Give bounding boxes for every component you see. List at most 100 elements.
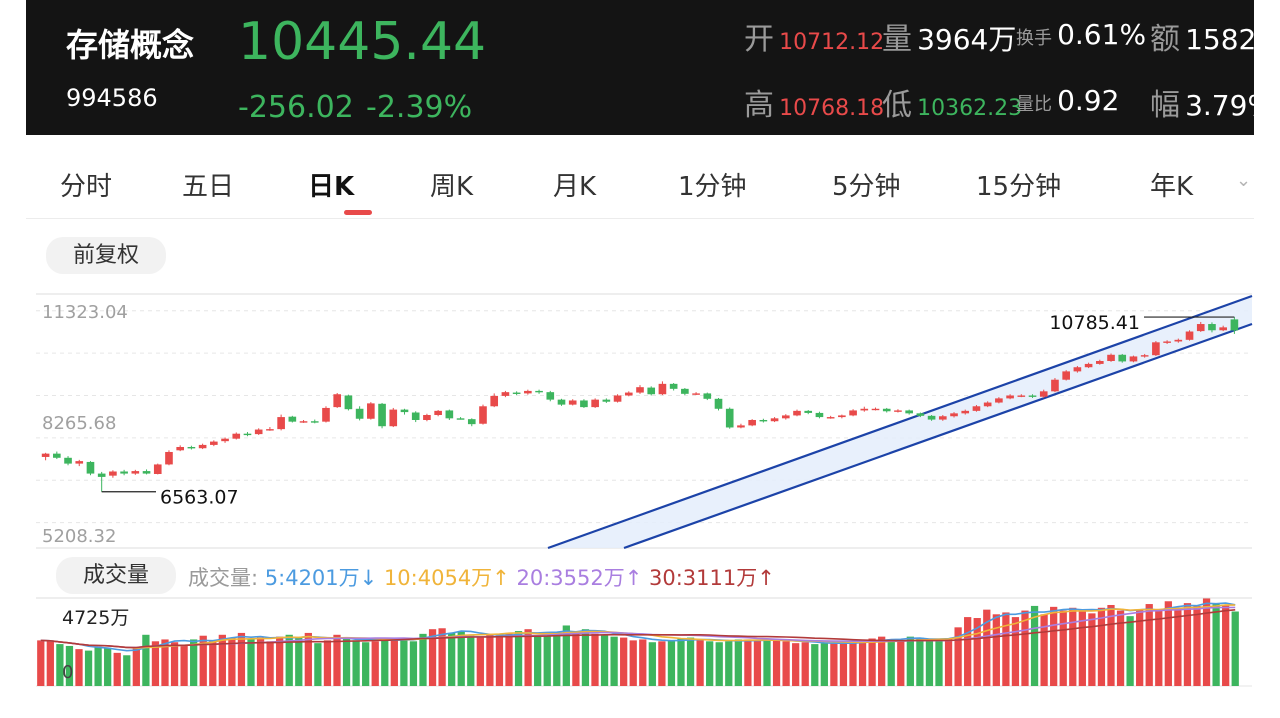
candle-body — [770, 418, 779, 422]
candle-body — [479, 406, 487, 424]
volume-bar — [696, 640, 704, 686]
volume-bar — [1145, 604, 1153, 686]
tab-monthly-k[interactable]: 月K — [553, 172, 597, 202]
volume-bar — [457, 631, 465, 686]
tab-daily-k[interactable]: 日K — [308, 172, 355, 202]
stat-volume: 量 3964万 — [882, 14, 1016, 58]
volume-bar — [505, 632, 513, 686]
open-label: 开 — [744, 22, 774, 57]
volume-bar — [983, 609, 991, 686]
candle-body — [905, 410, 913, 414]
volume-bar — [1088, 613, 1096, 686]
volume-bar — [256, 637, 265, 686]
volume-bar — [342, 637, 351, 686]
volume-bar — [209, 641, 217, 686]
stat-amount: 额 1582 — [1150, 14, 1254, 58]
volume-bar — [218, 634, 226, 686]
candle-body — [1118, 354, 1127, 362]
candle-body — [669, 383, 678, 389]
tab-intraday[interactable]: 分时 — [60, 172, 113, 202]
volume-bar — [782, 641, 790, 686]
tab-15-minute[interactable]: 15分钟 — [976, 172, 1062, 202]
volume-ma20-value: 20:3552万↑ — [516, 566, 643, 590]
volume-bar — [658, 641, 666, 686]
candle-body — [423, 415, 431, 420]
amount-label: 额 — [1150, 22, 1180, 57]
candle-body — [187, 446, 196, 449]
max-price-annotation: 10785.41 — [1049, 312, 1140, 334]
candle-body — [322, 407, 330, 422]
volume-bar — [371, 641, 379, 686]
volume-bar — [715, 642, 723, 686]
volume-bar — [65, 645, 74, 686]
volume-bar — [868, 638, 876, 686]
volume-bar — [973, 618, 981, 686]
volume-bar — [878, 636, 886, 686]
volume-bar — [897, 640, 905, 686]
volume-bar — [295, 637, 303, 686]
volume-bar — [792, 643, 800, 686]
candle-body — [389, 409, 398, 427]
candle-body — [467, 419, 476, 425]
stat-low: 低 10362.23 — [882, 80, 1022, 124]
trend-channel — [547, 294, 1253, 550]
chevron-down-icon[interactable]: ⌄ — [1236, 170, 1252, 191]
volume-bar — [1212, 603, 1220, 686]
volume-bar — [916, 637, 924, 686]
candle-body — [1196, 324, 1205, 332]
candle-body — [815, 412, 824, 418]
volume-bar — [811, 644, 819, 686]
volume-axis-zero-label: 0 — [62, 662, 73, 683]
volume-bar — [180, 645, 188, 686]
price-axis-label: 8265.68 — [42, 413, 116, 434]
candle-body — [961, 410, 970, 414]
volume-bar — [1107, 604, 1115, 686]
volume-bar — [591, 633, 599, 686]
volume-bar — [362, 642, 370, 686]
min-price-annotation: 6563.07 — [160, 487, 239, 509]
candle-body — [995, 398, 1003, 403]
candle-body — [703, 393, 712, 399]
candle-body — [288, 416, 297, 422]
volume-bar — [706, 641, 714, 686]
tab-5-minute[interactable]: 5分钟 — [832, 172, 901, 202]
volume-bar — [199, 635, 207, 686]
volume-bar — [686, 637, 695, 686]
candle-body — [1152, 342, 1160, 356]
candle-body — [400, 409, 409, 413]
candle-body — [972, 406, 981, 411]
candle-body — [512, 392, 521, 394]
volume-bar — [304, 632, 312, 686]
candle-body — [624, 392, 633, 396]
candle-body — [938, 416, 947, 420]
volume-bar — [132, 647, 140, 686]
volume-bar — [1021, 610, 1029, 686]
volume-bar — [906, 636, 914, 686]
candle-body — [535, 390, 543, 393]
candle-body — [109, 471, 117, 476]
candle-body — [1140, 355, 1149, 357]
stat-volume-ratio: 量比 0.92 — [1016, 84, 1119, 117]
volume-bar — [524, 629, 532, 686]
tab-weekly-k[interactable]: 周K — [430, 172, 474, 202]
tab-1-minute[interactable]: 1分钟 — [678, 172, 747, 202]
volume-bar — [648, 642, 656, 686]
candle-body — [254, 429, 263, 435]
indicator-selector-button[interactable]: 成交量 — [56, 557, 176, 594]
candle-body — [692, 393, 700, 395]
candle-body — [198, 444, 207, 449]
candle-body — [41, 453, 50, 457]
tab-five-day[interactable]: 五日 — [182, 172, 235, 202]
tab-yearly-k[interactable]: 年K — [1150, 172, 1194, 202]
volume-bar — [677, 638, 685, 686]
candle-body — [243, 433, 252, 436]
candle-body — [445, 410, 454, 419]
volume-value: 3964万 — [917, 23, 1017, 56]
volume-bar — [467, 635, 475, 686]
candle-body — [378, 403, 386, 427]
adjust-mode-button[interactable]: 前复权 — [46, 237, 166, 274]
volume-bar — [46, 641, 54, 686]
candle-body — [210, 441, 218, 445]
volume-bar — [1030, 605, 1039, 686]
